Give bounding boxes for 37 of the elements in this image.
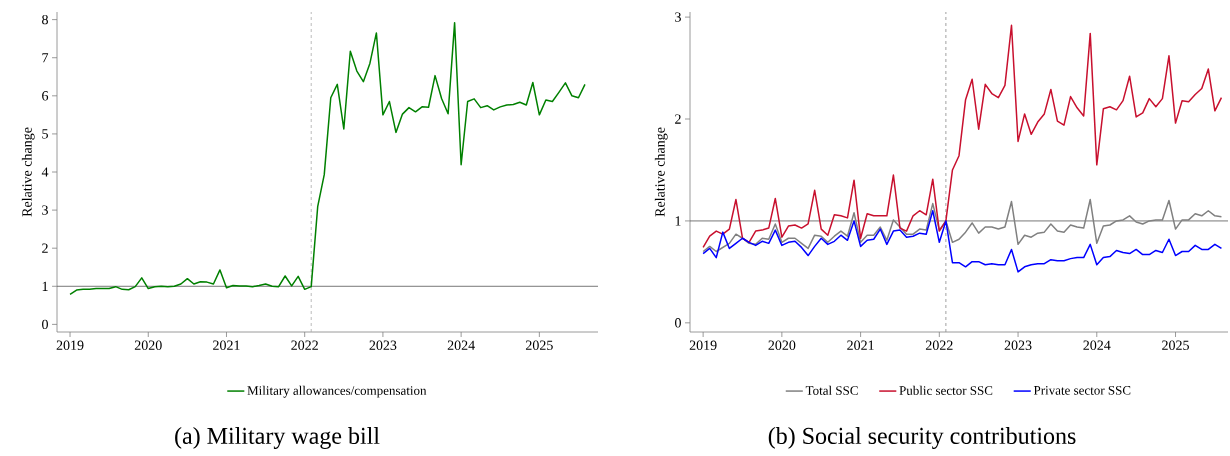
legend-label: Private sector SSC [1033, 386, 1131, 395]
legend-label: Military allowances/compensation [247, 385, 427, 398]
text: (a) Military wage bill [175, 427, 380, 449]
y-tick-label: 1 [675, 216, 681, 226]
y-tick-label: 2 [675, 114, 681, 124]
x-tick-label: 2023 [369, 340, 397, 350]
x-tick-label: 2019 [689, 340, 717, 350]
legend-label: Public sector SSC [899, 385, 993, 395]
y-tick-label: 1 [42, 281, 48, 291]
x-tick-label: 2025 [1162, 340, 1189, 350]
y-axis-title: Relative change [21, 127, 35, 217]
y-tick-label: 3 [675, 12, 681, 22]
legend-label: Total SSC [805, 385, 858, 395]
x-tick-label: 2021 [213, 340, 240, 350]
y-tick-label: 4 [41, 167, 49, 177]
line-series [702, 209, 1223, 273]
text: (b) Social security contributions [768, 427, 1076, 449]
y-tick-label: 0 [675, 318, 681, 328]
y-tick-label: 6 [42, 91, 49, 101]
x-tick-label: 2023 [1004, 340, 1032, 350]
x-tick-label: 2019 [56, 340, 84, 350]
x-tick-label: 2025 [525, 340, 553, 350]
x-tick-label: 2022 [925, 340, 953, 350]
line-series [702, 198, 1223, 253]
y-tick-label: 7 [42, 53, 49, 63]
y-axis-title: Relative change [654, 127, 668, 217]
y-tick-label: 3 [42, 205, 48, 215]
y-tick-label: 0 [42, 319, 48, 330]
x-tick-label: 2024 [447, 340, 475, 350]
x-tick-label: 2021 [847, 340, 874, 350]
x-tick-label: 2022 [291, 340, 318, 350]
x-tick-label: 2020 [134, 340, 162, 350]
x-tick-label: 2020 [768, 340, 796, 350]
y-tick-label: 5 [42, 129, 48, 139]
y-tick-label: 2 [42, 243, 48, 253]
y-tick-label: 8 [42, 14, 48, 25]
x-tick-label: 2024 [1083, 340, 1111, 350]
